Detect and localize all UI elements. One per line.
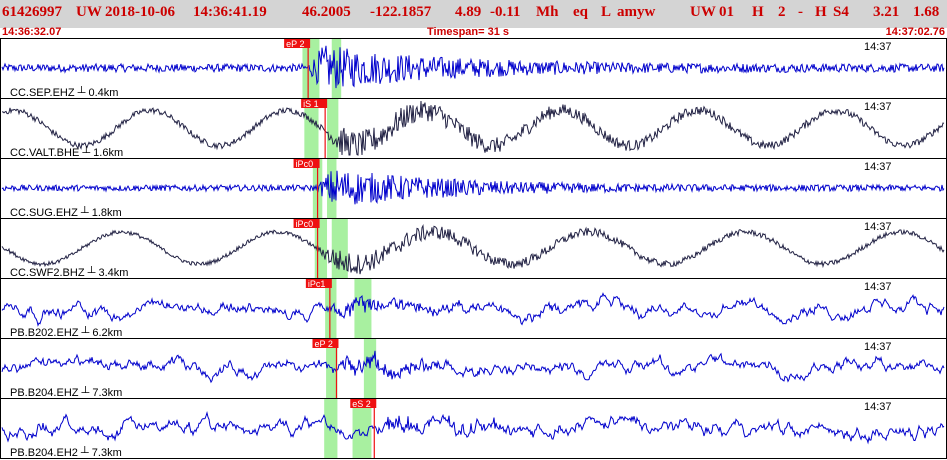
pick-flag[interactable]: [350, 399, 377, 408]
event-rms: 3.21: [873, 4, 900, 20]
panel-border: [0, 338, 947, 399]
channel-label: PB.B202.EHZ ┴ 6.2km: [10, 325, 122, 339]
channel-label: CC.SEP.EHZ ┴ 0.4km: [10, 85, 118, 99]
pick-label: eP 2: [286, 39, 304, 49]
trace-panel[interactable]: iPc0 14:37 CC.SWF2.BHZ ┴ 3.4km: [0, 218, 947, 279]
event-author: amyw: [617, 4, 656, 20]
end-time: 14:37:02.76: [885, 26, 945, 38]
event-id: 61426997: [2, 4, 62, 20]
pick-flag[interactable]: [284, 39, 311, 48]
pick-label: iPc0: [296, 159, 314, 169]
panel-time-label: 14:37: [864, 221, 892, 233]
event-net-code: UW: [690, 4, 716, 20]
pick-window: [331, 218, 348, 278]
panel-time-label: 14:37: [864, 401, 892, 413]
channel-label: CC.SUG.EHZ ┴ 1.8km: [10, 205, 122, 219]
event-latitude: 46.2005: [302, 4, 351, 20]
event-flag-h: H: [752, 4, 764, 20]
pick-flag[interactable]: [293, 219, 320, 228]
panel-time-label: 14:37: [864, 341, 892, 353]
channel-label: CC.SWF2.BHZ ┴ 3.4km: [10, 265, 128, 279]
event-flag-h2: H: [815, 4, 827, 20]
pick-flag[interactable]: [301, 99, 328, 108]
event-magnitude: -0.11: [490, 4, 521, 20]
pick-label: eP 2: [314, 339, 332, 349]
trace-panel[interactable]: eS 2 14:37 PB.B204.EH2 ┴ 7.3km: [0, 398, 947, 459]
pick-window: [302, 38, 320, 98]
magnitude-type: Mh: [536, 4, 559, 20]
pick-label: iPc0: [296, 219, 314, 229]
waveform-trace: [1, 45, 945, 89]
pick-window: [327, 98, 339, 158]
waveform-trace: [1, 292, 945, 327]
channel-label: PB.B204.EHZ ┴ 7.3km: [10, 385, 122, 399]
pick-window: [354, 278, 372, 338]
pick-flag[interactable]: [305, 279, 332, 288]
event-depth: 4.89: [455, 4, 482, 20]
channel-label: CC.VALT.BHE ┴ 1.6km: [10, 145, 123, 159]
event-network: UW: [76, 4, 102, 20]
event-version: 01: [719, 4, 734, 20]
panel-time-label: 14:37: [864, 41, 892, 53]
event-time: 14:36:41.19: [193, 4, 267, 20]
event-summary: 61426997 UW 2018-10-06 14:36:41.19 46.20…: [0, 2, 947, 22]
waveform-trace: [1, 223, 945, 275]
pick-label: iPc1: [308, 279, 326, 289]
panel-time-label: 14:37: [864, 281, 892, 293]
trace-panel[interactable]: eP 2 14:37 PB.B204.EHZ ┴ 7.3km: [0, 338, 947, 399]
pick-label: iS 1: [303, 99, 319, 109]
event-locator: L: [601, 4, 612, 20]
waveform-trace: [1, 350, 945, 384]
waveform-trace: [2, 100, 945, 156]
panel-border: [0, 278, 947, 339]
channel-label: PB.B204.EH2 ┴ 7.3km: [10, 445, 122, 459]
panel-time-label: 14:37: [864, 161, 892, 173]
trace-panel[interactable]: eP 2 14:37 CC.SEP.EHZ ┴ 0.4km: [0, 38, 947, 99]
event-longitude: -122.1857: [370, 4, 432, 20]
waveform-trace: [1, 170, 945, 205]
time-axis-bar: 14:36:32.07 Timespan= 31 s 14:37:02.76: [0, 26, 947, 40]
trace-panel[interactable]: iS 1 14:37 CC.VALT.BHE ┴ 1.6km: [0, 98, 947, 159]
event-type: eq: [573, 4, 588, 20]
trace-panel[interactable]: iPc0 14:37 CC.SUG.EHZ ┴ 1.8km: [0, 158, 947, 219]
event-flag-dash: -: [798, 4, 803, 20]
event-flag-s: S4: [833, 4, 849, 20]
start-time: 14:36:32.07: [2, 26, 62, 38]
pick-window: [304, 98, 319, 158]
pick-flag[interactable]: [293, 159, 320, 168]
header-bar: [0, 0, 947, 28]
event-erh: 1.68: [913, 4, 940, 20]
event-flag-num: 2: [778, 4, 786, 20]
pick-window: [352, 398, 372, 458]
seismogram-panels[interactable]: eP 2 14:37 CC.SEP.EHZ ┴ 0.4km iS 1 14:37 CC.V…: [0, 38, 947, 460]
trace-panel[interactable]: iPc1 14:37 PB.B202.EHZ ┴ 6.2km: [0, 278, 947, 339]
panel-time-label: 14:37: [864, 101, 892, 113]
event-date: 2018-10-06: [105, 4, 175, 20]
waveform-trace: [1, 411, 945, 445]
timespan-label: Timespan= 31 s: [427, 26, 510, 38]
pick-flag[interactable]: [312, 339, 339, 348]
pick-label: eS 2: [352, 399, 371, 409]
